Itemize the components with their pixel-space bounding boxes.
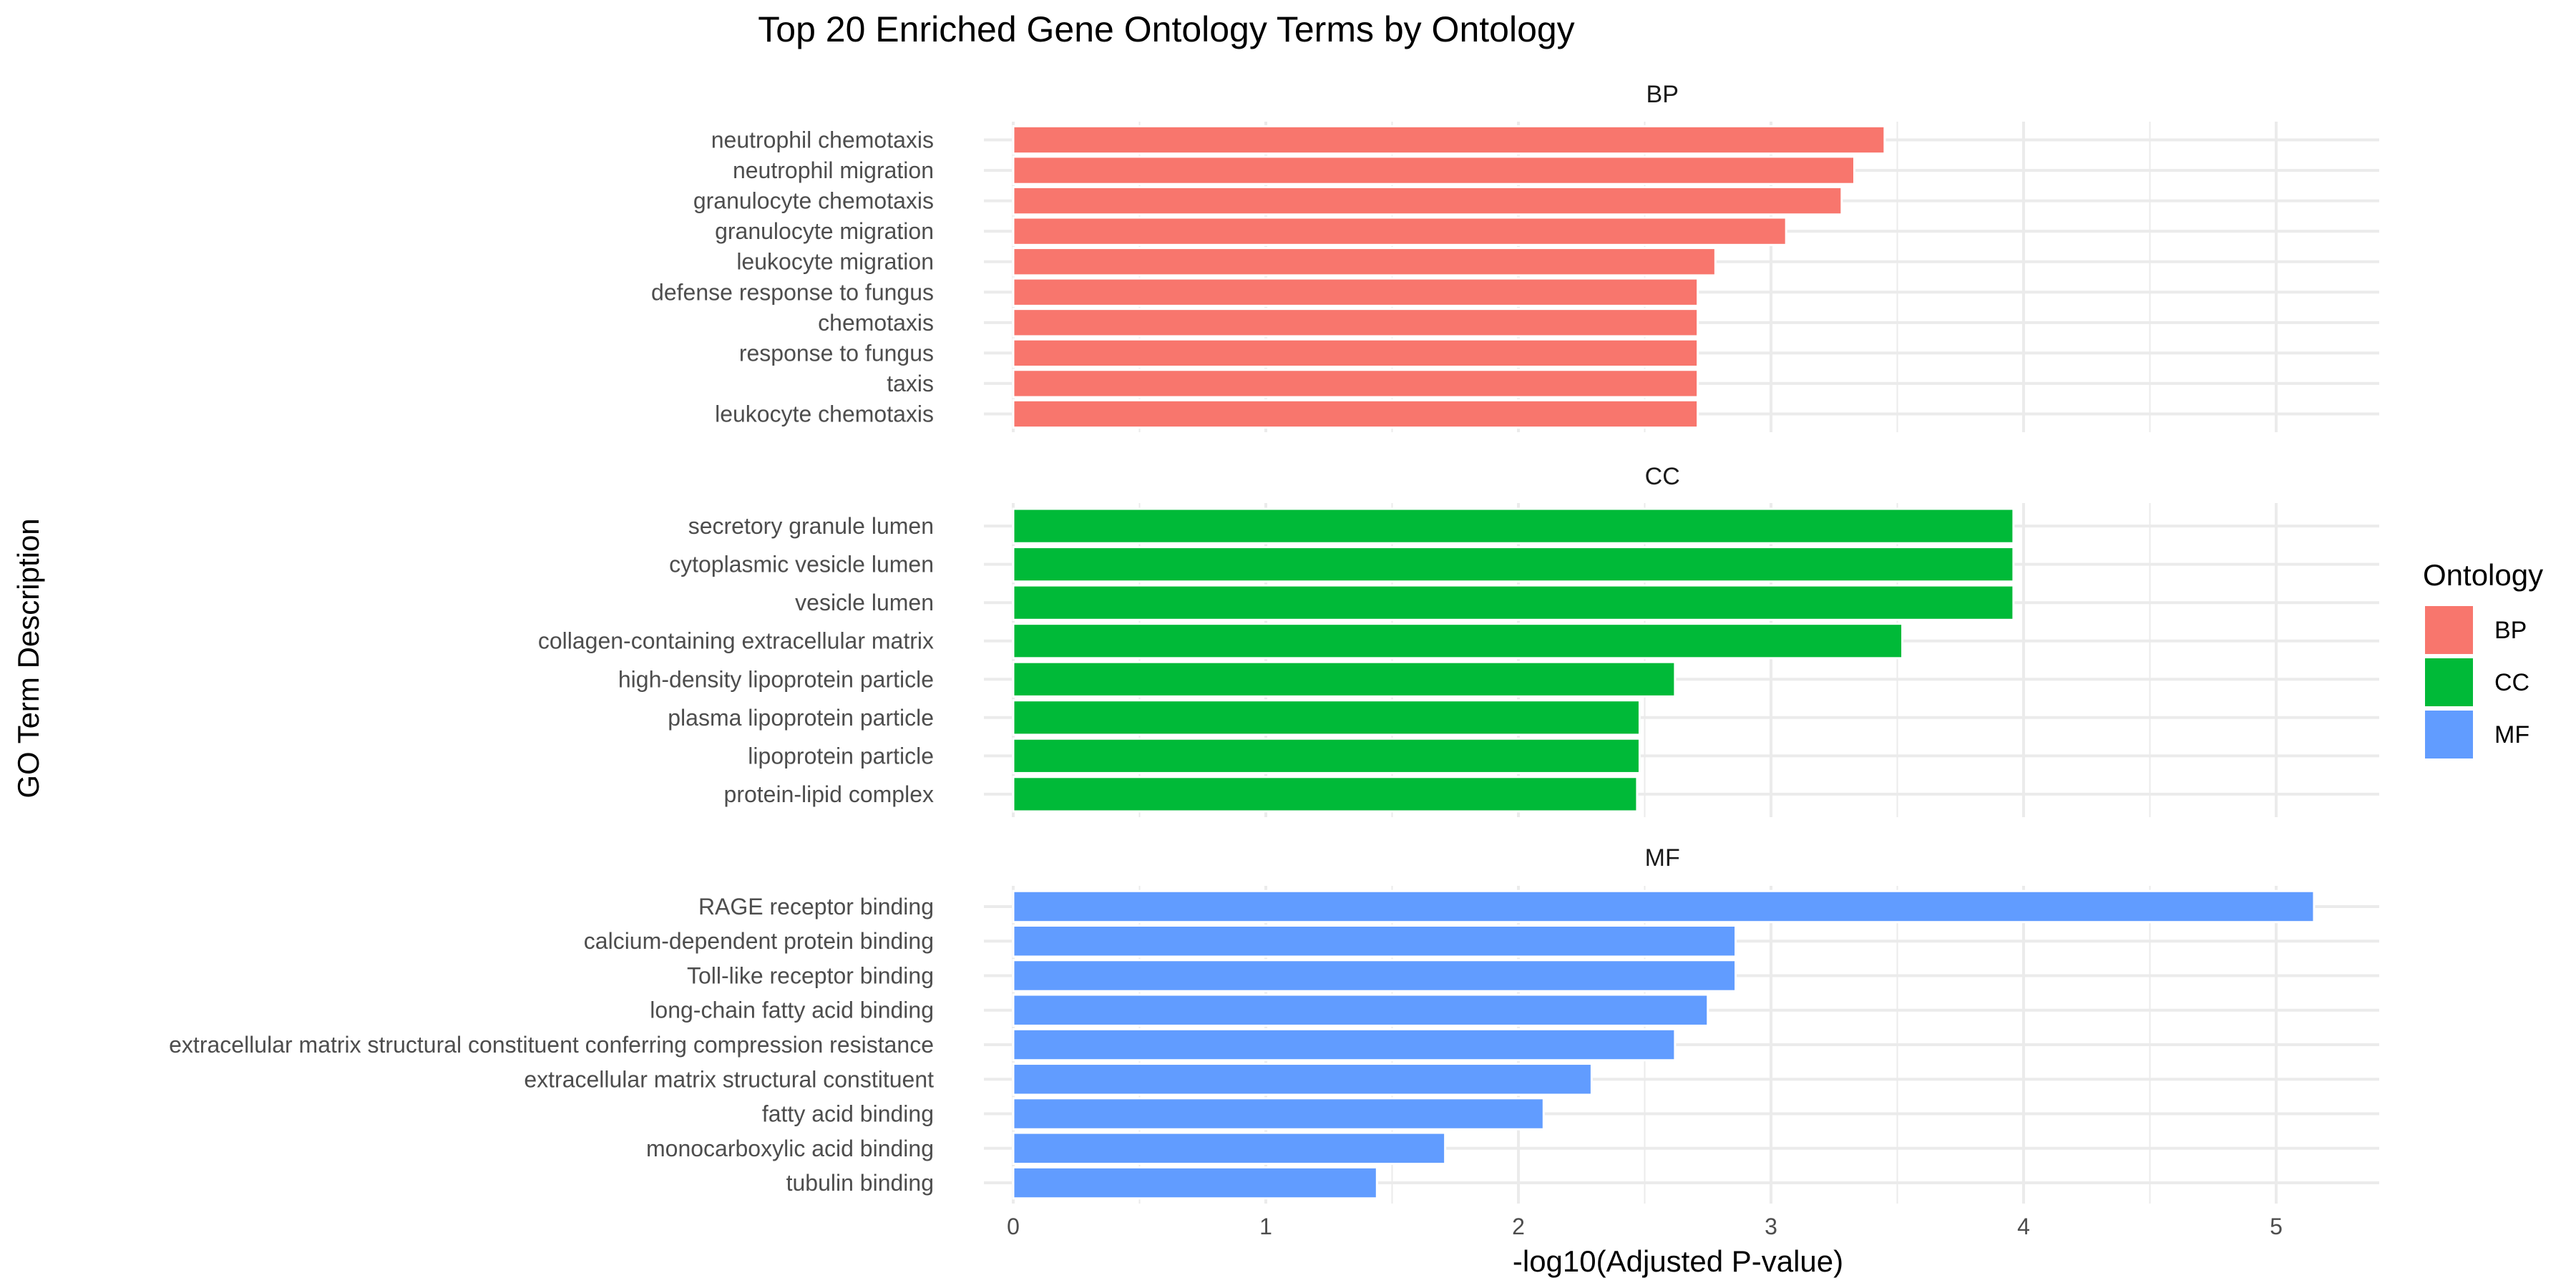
bar (1012, 1028, 1677, 1062)
bar (1012, 1097, 1545, 1131)
legend-key-cc (2425, 658, 2473, 706)
category-label: cytoplasmic vesicle lumen (669, 552, 934, 577)
category-label: high-density lipoprotein particle (618, 666, 934, 692)
x-tick-label: 3 (1765, 1214, 1777, 1239)
x-tick-label: 0 (1007, 1214, 1020, 1239)
category-label: taxis (887, 371, 934, 396)
bar (1012, 1131, 1447, 1165)
category-label: calcium-dependent protein binding (584, 928, 934, 954)
bar (1012, 399, 1699, 429)
category-label: defense response to fungus (651, 279, 934, 305)
category-label: long-chain fatty acid binding (650, 997, 934, 1023)
y-axis-title: GO Term Description (11, 518, 45, 798)
bar (1012, 993, 1709, 1027)
category-label: secretory granule lumen (688, 513, 934, 539)
legend-label: CC (2494, 669, 2529, 696)
bar (1012, 546, 2015, 583)
bar (1012, 185, 1843, 216)
x-axis-title: -log10(Adjusted P-value) (1513, 1244, 1843, 1278)
bar (1012, 1063, 1593, 1096)
bar (1012, 924, 1737, 958)
bar (1012, 125, 1886, 155)
category-label: neutrophil chemotaxis (711, 127, 934, 153)
panel-mf: MF RAGE receptor binding calcium-dependent… (169, 844, 2379, 1204)
category-label: neutrophil migration (733, 157, 934, 183)
bar (1012, 155, 1855, 185)
category-label: vesicle lumen (795, 590, 934, 615)
category-label: leukocyte migration (736, 249, 934, 275)
x-tick-label: 2 (1512, 1214, 1525, 1239)
legend-title: Ontology (2423, 558, 2543, 592)
category-label: monocarboxylic acid binding (646, 1136, 934, 1161)
bar (1012, 308, 1699, 338)
category-label: plasma lipoprotein particle (668, 705, 934, 731)
x-tick-label: 5 (2270, 1214, 2283, 1239)
category-label: extracellular matrix structural constitu… (524, 1066, 934, 1092)
category-label: lipoprotein particle (748, 743, 934, 769)
bar (1012, 277, 1699, 307)
bar (1012, 737, 1641, 774)
bar (1012, 959, 1737, 992)
category-label: response to fungus (739, 340, 934, 366)
bar (1012, 369, 1699, 399)
category-label: fatty acid binding (762, 1101, 934, 1127)
category-label: protein-lipid complex (724, 781, 934, 807)
category-label: extracellular matrix structural constitu… (169, 1032, 934, 1058)
category-label: granulocyte chemotaxis (693, 188, 934, 214)
bar (1012, 338, 1699, 369)
legend: Ontology BP CC MF (2423, 558, 2543, 758)
category-label: collagen-containing extracellular matrix (538, 628, 934, 654)
chart-title: Top 20 Enriched Gene Ontology Terms by O… (758, 9, 1574, 49)
bar (1012, 699, 1641, 736)
panel-bp: BP neutrophil chemotaxis neutrophil migrat… (651, 81, 2379, 432)
bar (1012, 660, 1677, 698)
bar (1012, 1166, 1378, 1200)
x-axis: 0 1 2 3 4 5 (1007, 1214, 2283, 1239)
bar (1012, 776, 1639, 813)
legend-key-mf (2425, 711, 2473, 758)
category-label: chemotaxis (818, 310, 934, 336)
bar (1012, 216, 1787, 246)
category-label: RAGE receptor binding (698, 894, 934, 919)
facet-strip-label: CC (1645, 463, 1680, 490)
panel-cc: CC secretory granule lumen cytoplasmic ves… (538, 463, 2379, 817)
category-label: granulocyte migration (715, 218, 934, 244)
bar (1012, 584, 2015, 621)
x-tick-label: 4 (2017, 1214, 2030, 1239)
bar (1012, 889, 2316, 924)
panels: BP neutrophil chemotaxis neutrophil migrat… (169, 81, 2379, 1204)
category-label: leukocyte chemotaxis (715, 401, 934, 426)
facet-strip-label: BP (1646, 81, 1679, 108)
bar (1012, 623, 1904, 660)
legend-key-bp (2425, 606, 2473, 654)
bar (1012, 247, 1717, 277)
legend-label: BP (2494, 617, 2527, 644)
facet-strip-label: MF (1645, 844, 1680, 872)
category-label: tubulin binding (786, 1170, 934, 1196)
bar (1012, 507, 2015, 545)
legend-label: MF (2494, 721, 2529, 748)
category-label: Toll-like receptor binding (687, 962, 934, 988)
x-tick-label: 1 (1259, 1214, 1272, 1239)
